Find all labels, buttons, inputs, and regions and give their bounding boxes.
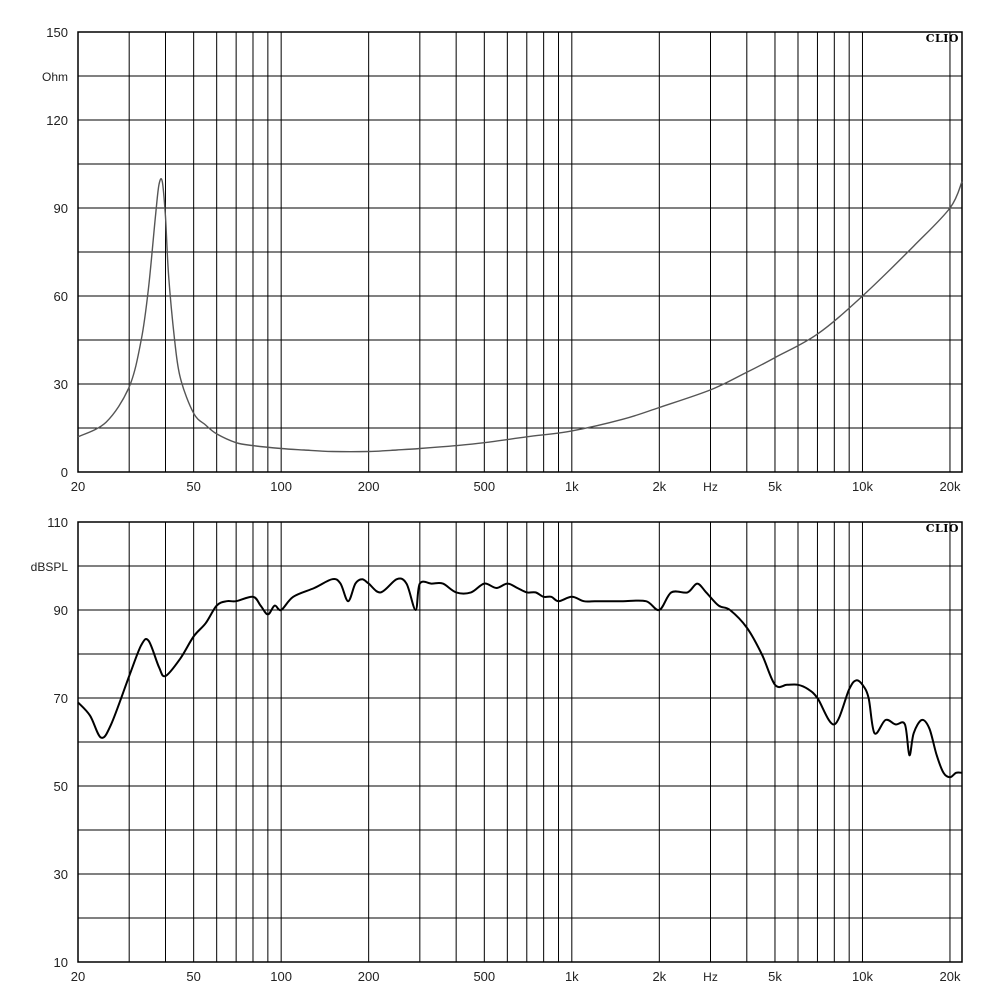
impedance-curve (77, 178, 963, 453)
x-unit-label: Hz (703, 970, 718, 984)
x-tick-label: 50 (186, 479, 200, 494)
y-tick-label: 30 (54, 867, 68, 882)
x-tick-label: 500 (473, 969, 495, 984)
x-tick-label: 2k (652, 479, 666, 494)
x-tick-label: 20 (71, 479, 85, 494)
x-tick-label: 500 (473, 479, 495, 494)
y-tick-label: 70 (54, 691, 68, 706)
x-tick-label: 200 (358, 969, 380, 984)
x-tick-label: 100 (270, 479, 292, 494)
y-tick-label: 0 (61, 465, 68, 480)
y-tick-label: 30 (54, 377, 68, 392)
x-tick-label: 2k (652, 969, 666, 984)
impedance-chart: 0 30 60 90 120 150 Ohm 20 50 100 200 500 1k 2k 5k 10k 20… (42, 25, 963, 494)
plot-frame (77, 521, 963, 963)
y-unit-label: dBSPL (31, 560, 69, 574)
x-tick-label: 100 (270, 969, 292, 984)
y-tick-label: 90 (54, 603, 68, 618)
y-tick-label: 50 (54, 779, 68, 794)
y-tick-label: 150 (46, 25, 68, 40)
x-tick-label: 50 (186, 969, 200, 984)
y-tick-label: 90 (54, 201, 68, 216)
y-tick-label: 110 (47, 515, 68, 530)
x-tick-label: 20 (71, 969, 85, 984)
spl-response-chart: 10 30 50 70 90 110 dBSPL 20 50 100 200 500 1k 2k 5k 10k… (31, 515, 963, 984)
y-tick-label: 60 (54, 289, 68, 304)
plot-frame (77, 31, 963, 473)
x-unit-label: Hz (703, 480, 718, 494)
x-tick-label: 20k (939, 479, 960, 494)
clio-logo: CLIO (926, 522, 959, 535)
clio-logo: CLIO (926, 32, 959, 45)
x-tick-label: 1k (565, 479, 579, 494)
spl-curve (77, 577, 963, 779)
x-tick-label: 10k (852, 479, 873, 494)
x-tick-label: 5k (768, 969, 782, 984)
x-tick-label: 1k (565, 969, 579, 984)
y-tick-label: 10 (54, 955, 68, 970)
x-tick-label: 200 (358, 479, 380, 494)
y-unit-label: Ohm (42, 70, 68, 84)
x-tick-label: 20k (939, 969, 960, 984)
x-tick-label: 5k (768, 479, 782, 494)
x-tick-label: 10k (852, 969, 873, 984)
y-tick-label: 120 (46, 113, 68, 128)
